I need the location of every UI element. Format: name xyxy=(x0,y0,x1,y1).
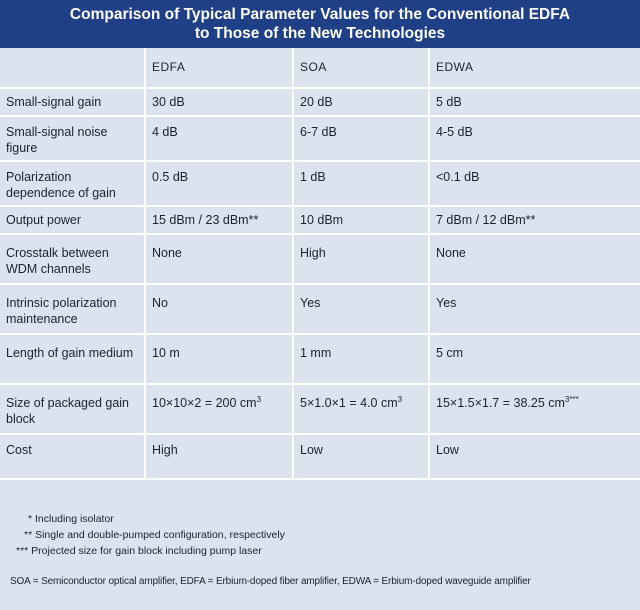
parameter-cell: Crosstalk between WDM channels xyxy=(0,234,146,285)
soa-cell: 6-7 dB xyxy=(293,116,430,162)
comparison-table: EDFA SOA EDWA Small-signal gain 30 dB 20… xyxy=(0,48,640,480)
edwa-size-exponent: 3*** xyxy=(564,395,579,404)
header-row: EDFA SOA EDWA xyxy=(0,48,640,89)
edfa-cell: 10×10×2 = 200 cm3 xyxy=(145,384,294,435)
soa-cell: High xyxy=(293,234,430,285)
footnotes: * Including isolator ** Single and doubl… xyxy=(16,511,285,559)
parameter-cell: Polarization dependence of gain xyxy=(0,161,146,207)
soa-size-value: 5×1.0×1 = 4.0 cm xyxy=(300,396,398,410)
edfa-cell: High xyxy=(145,434,294,480)
parameter-cell: Small-signal gain xyxy=(0,88,146,117)
edwa-cell: Yes xyxy=(429,284,640,335)
edwa-cell: Low xyxy=(429,434,640,480)
soa-size-exponent: 3 xyxy=(397,395,403,404)
soa-cell: 5×1.0×1 = 4.0 cm3 xyxy=(293,384,430,435)
soa-cell: 1 mm xyxy=(293,334,430,385)
footnote: * Including isolator xyxy=(28,513,114,525)
soa-cell: 10 dBm xyxy=(293,206,430,235)
edwa-cell: 5 cm xyxy=(429,334,640,385)
edwa-cell: <0.1 dB xyxy=(429,161,640,207)
header-edwa: EDWA xyxy=(429,48,640,89)
parameter-cell: Output power xyxy=(0,206,146,235)
table-row: Small-signal noise figure 4 dB 6-7 dB 4-… xyxy=(0,116,640,162)
header-soa: SOA xyxy=(293,48,430,89)
abbreviations-note: SOA = Semiconductor optical amplifier, E… xyxy=(10,576,531,587)
table-row: Intrinsic polarization maintenance No Ye… xyxy=(0,284,640,335)
parameter-cell: Length of gain medium xyxy=(0,334,146,385)
header-edfa: EDFA xyxy=(145,48,294,89)
footnote: ** Single and double-pumped configuratio… xyxy=(24,529,285,541)
soa-cell: Yes xyxy=(293,284,430,335)
table-row: Crosstalk between WDM channels None High… xyxy=(0,234,640,285)
edfa-cell: 4 dB xyxy=(145,116,294,162)
edfa-cell: 0.5 dB xyxy=(145,161,294,207)
edwa-cell: 4-5 dB xyxy=(429,116,640,162)
edfa-size-value: 10×10×2 = 200 cm xyxy=(152,396,257,410)
table-row: Length of gain medium 10 m 1 mm 5 cm xyxy=(0,334,640,385)
edwa-cell: None xyxy=(429,234,640,285)
edfa-cell: None xyxy=(145,234,294,285)
edwa-cell: 15×1.5×1.7 = 38.25 cm3*** xyxy=(429,384,640,435)
edwa-cell: 5 dB xyxy=(429,88,640,117)
edfa-cell: 30 dB xyxy=(145,88,294,117)
edfa-cell: 15 dBm / 23 dBm** xyxy=(145,206,294,235)
table-row: Size of packaged gain block 10×10×2 = 20… xyxy=(0,384,640,435)
edfa-size-exponent: 3 xyxy=(256,395,262,404)
table-row: Small-signal gain 30 dB 20 dB 5 dB xyxy=(0,88,640,117)
footnote: *** Projected size for gain block includ… xyxy=(16,545,262,557)
edwa-size-value: 15×1.5×1.7 = 38.25 cm xyxy=(436,396,565,410)
header-corner xyxy=(0,48,146,89)
parameter-cell: Intrinsic polarization maintenance xyxy=(0,284,146,335)
table-row: Polarization dependence of gain 0.5 dB 1… xyxy=(0,161,640,207)
table-title: Comparison of Typical Parameter Values f… xyxy=(0,0,640,48)
title-line-2: to Those of the New Technologies xyxy=(194,25,446,42)
soa-cell: 20 dB xyxy=(293,88,430,117)
parameter-cell: Small-signal noise figure xyxy=(0,116,146,162)
edwa-cell: 7 dBm / 12 dBm** xyxy=(429,206,640,235)
edfa-cell: 10 m xyxy=(145,334,294,385)
soa-cell: 1 dB xyxy=(293,161,430,207)
parameter-cell: Size of packaged gain block xyxy=(0,384,146,435)
edfa-cell: No xyxy=(145,284,294,335)
soa-cell: Low xyxy=(293,434,430,480)
table-row: Cost High Low Low xyxy=(0,434,640,480)
table-row: Output power 15 dBm / 23 dBm** 10 dBm 7 … xyxy=(0,206,640,235)
title-line-1: Comparison of Typical Parameter Values f… xyxy=(69,6,571,23)
parameter-cell: Cost xyxy=(0,434,146,480)
